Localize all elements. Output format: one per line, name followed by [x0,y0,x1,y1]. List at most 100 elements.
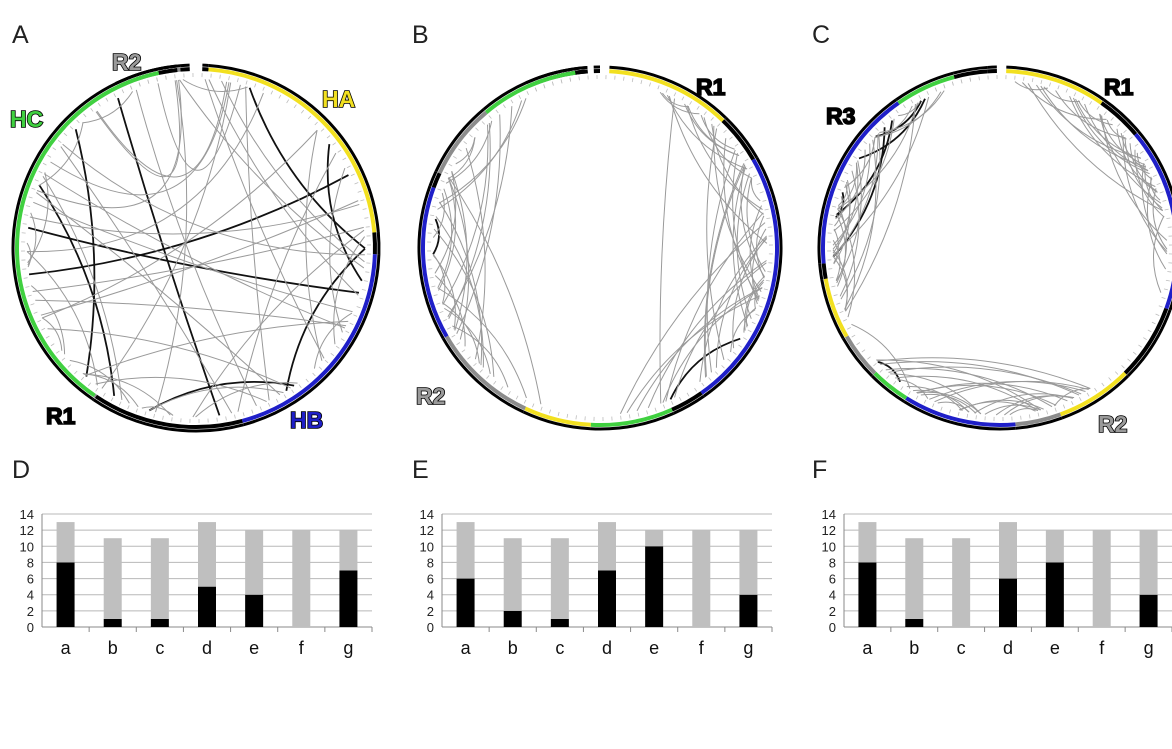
bar-segment-grey [1139,530,1158,595]
chord-link [442,124,489,305]
ring-tick [727,358,731,362]
ring-tick [1023,76,1025,81]
segment-band-black [94,394,243,429]
chord-link [182,79,248,92]
chord-link [662,287,763,403]
ring-tick [25,286,30,288]
ring-tick [52,147,57,151]
chord-link [1014,81,1048,91]
bar-segment-black [1139,594,1158,627]
chord-link [38,122,84,186]
ring-tick [532,403,535,408]
ring-tick [1147,329,1152,333]
bar-segment-grey [692,530,711,627]
ring-outline [1061,374,1130,420]
ring-tick [863,141,868,145]
ring-tick [38,170,43,174]
chord-link [832,134,879,258]
segment-band-yellow [1006,69,1103,105]
ring-tick [26,205,31,208]
ring-tick [637,412,640,417]
bar-segment-black [645,546,664,627]
chord-link [666,94,748,170]
ring-tick [69,126,74,130]
ring-outline [91,397,95,401]
bar-segment-grey [292,530,311,627]
ring-tick [708,377,712,381]
ring-tick [47,154,52,158]
x-category-label: g [343,638,353,658]
chord-link [1055,90,1126,139]
ring-tick [766,217,771,220]
segment-band-yellow [609,69,725,123]
chord-link [703,117,752,179]
ring-tick [307,115,312,120]
ring-tick [923,399,927,404]
y-tick-label: 4 [27,588,34,603]
chord-link [69,359,130,404]
segment-label-r3: R3 [826,103,855,129]
ring-tick [291,389,295,394]
chord-link [917,382,1068,402]
segment-band-black [953,69,988,79]
x-category-label: c [555,638,564,658]
ring-tick [569,77,572,82]
chord-link [834,196,843,227]
ring-tick [458,148,462,152]
ring-tick [767,271,772,273]
chord-link [41,317,63,351]
chord-link [1122,135,1168,252]
ring-tick [763,288,768,291]
chord-link [833,228,839,264]
chord-links [832,81,1168,416]
ring-tick [74,370,78,375]
ring-tick [856,342,861,346]
segment-ring [11,63,381,433]
chord-link [934,380,1089,403]
ring-tick [765,279,770,282]
x-category-label: e [1050,638,1060,658]
ring-tick [475,127,479,131]
bar-segment-grey [1045,530,1064,563]
ring-tick [298,384,302,389]
ring-tick [1167,271,1172,273]
bar-segment-grey [456,522,475,579]
ring-tick [1152,174,1157,177]
ring-tick [888,115,892,119]
ring-tick [717,123,721,127]
ring-tick [1159,191,1164,194]
ring-tick [429,276,434,279]
ring-tick [828,223,833,225]
chord-link [845,103,916,312]
chord-link [699,235,767,382]
ring-tick [751,321,756,325]
segment-band-yellow [1059,371,1127,417]
ring-tick [228,76,230,81]
ring-tick [463,141,468,145]
chord-link [851,323,911,389]
segment-band-green [15,70,160,398]
ring-tick [447,326,451,330]
ring-tick [153,413,156,418]
ring-tick [744,158,749,162]
segment-band-black [1100,101,1138,136]
ring-outline [820,279,845,340]
ring-tick [219,74,221,79]
segment-band-black [671,391,703,412]
segment-band-grey [437,110,488,175]
x-category-label: g [743,638,753,658]
ring-outline [208,63,380,233]
chord-link [50,82,230,196]
ring-tick [875,127,879,131]
bar-segment-grey [56,522,75,563]
chord-link-highlighted [875,100,922,138]
ring-tick [671,400,674,405]
y-tick-label: 2 [427,604,434,619]
chord-link [1101,115,1168,241]
ring-tick [467,356,471,360]
chord-link-highlighted [117,97,221,416]
chord-link [192,229,365,418]
chord-link [32,226,364,292]
ring-tick [439,310,444,314]
